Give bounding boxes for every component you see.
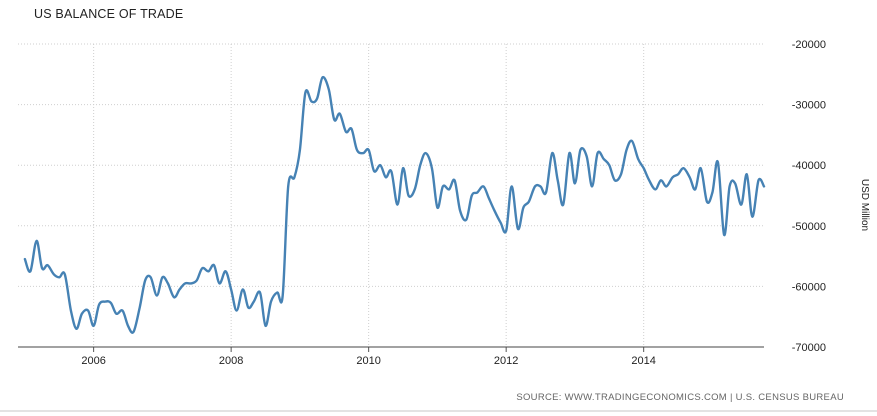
y-axis-label: USD Million — [859, 179, 870, 231]
y-tick-label: -50000 — [792, 221, 826, 233]
y-tick-label: -60000 — [792, 281, 826, 293]
x-tick-label: 2010 — [356, 355, 380, 367]
x-tick-label: 2014 — [631, 355, 655, 367]
y-tick-label: -20000 — [792, 39, 826, 51]
x-tick-label: 2012 — [494, 355, 518, 367]
axes — [18, 346, 764, 352]
y-tick-label: -30000 — [792, 100, 826, 112]
x-tick-label: 2008 — [219, 355, 243, 367]
x-tick-labels: 2006 2008 2010 2012 2014 — [81, 355, 656, 367]
grid — [18, 43, 764, 347]
source-credit: SOURCE: WWW.TRADINGECONOMICS.COM | U.S. … — [516, 392, 844, 403]
chart-title: US BALANCE OF TRADE — [34, 7, 184, 21]
y-tick-label: -70000 — [792, 342, 826, 354]
x-tick-label: 2006 — [81, 355, 105, 367]
y-tick-label: -40000 — [792, 160, 826, 172]
trade-balance-line — [23, 75, 766, 334]
y-tick-labels: -20000 -30000 -40000 -50000 -60000 -70000 — [792, 39, 826, 354]
series-layer — [23, 75, 766, 334]
